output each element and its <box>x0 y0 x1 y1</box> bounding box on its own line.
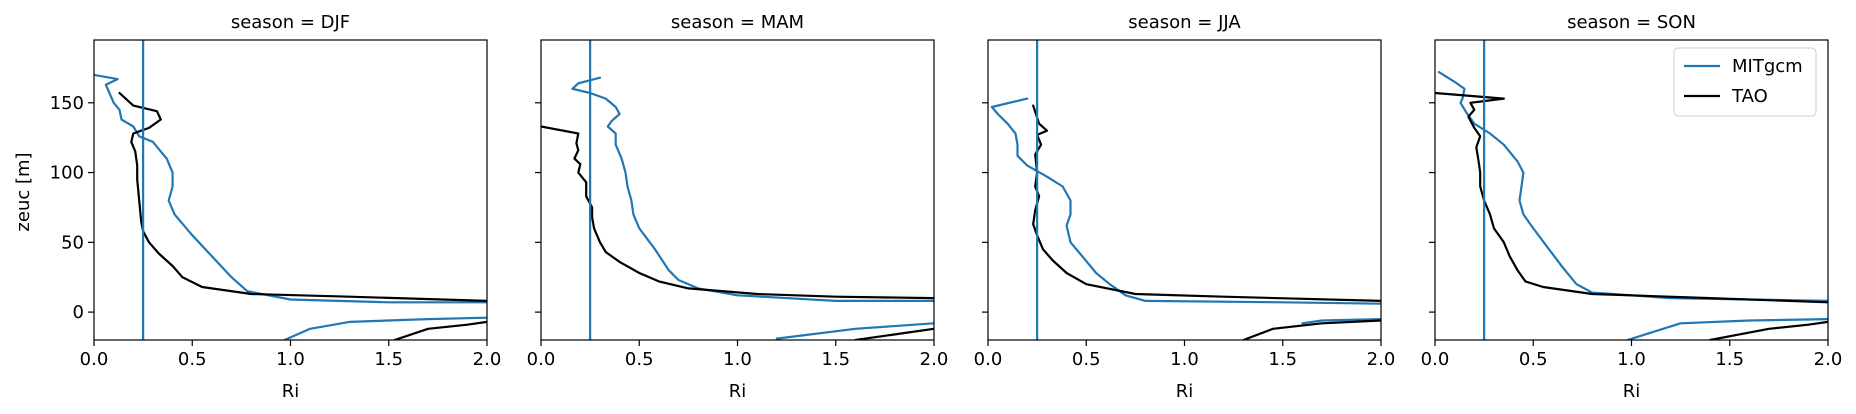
legend-label-tao: TAO <box>1731 86 1768 107</box>
series-line-tao-3 <box>854 327 934 340</box>
x-axis-label: Ri <box>729 381 747 402</box>
series-line-mitgcm-0 <box>94 73 487 304</box>
x-tick-label: 0.5 <box>178 349 207 370</box>
series-line-tao-3 <box>1709 320 1828 340</box>
series-line-tao-3 <box>1242 319 1381 340</box>
series-line-mitgcm-1 <box>1301 318 1381 325</box>
x-tick-label: 2.0 <box>1814 349 1843 370</box>
x-tick-label: 0.5 <box>625 349 654 370</box>
panel-title: season = SON <box>1567 12 1696 33</box>
series-line-mitgcm-0 <box>990 97 1381 305</box>
x-tick-label: 0.0 <box>527 349 556 370</box>
panel-3: season = SON 0.0 0.5 1.0 1.5 2.0 Ri <box>1421 12 1843 402</box>
x-tick-label: 0.0 <box>80 349 109 370</box>
x-tick-label: 1.5 <box>1268 349 1297 370</box>
x-tick-label: 1.0 <box>1170 349 1199 370</box>
x-tick-label: 1.0 <box>1617 349 1646 370</box>
series-line-mitgcm-1 <box>775 322 934 340</box>
plot-area <box>541 40 934 340</box>
legend-label-mitgcm: MITgcm <box>1732 56 1803 77</box>
x-tick-label: 1.5 <box>821 349 850 370</box>
y-tick-label: 0 <box>73 302 84 323</box>
x-tick-label: 0.5 <box>1072 349 1101 370</box>
x-tick-label: 2.0 <box>920 349 949 370</box>
panel-2: season = JJA 0.0 0.5 1.0 1.5 2.0 Ri <box>974 12 1396 402</box>
x-tick-label: 0.0 <box>1421 349 1450 370</box>
series-line-mitgcm-1 <box>1626 318 1828 340</box>
x-tick-label: 1.0 <box>276 349 305 370</box>
plot-area <box>1435 40 1828 340</box>
x-axis-label: Ri <box>1176 381 1194 402</box>
series-line-tao-2 <box>541 125 934 300</box>
series-line-tao-2 <box>118 91 487 302</box>
plot-area <box>990 40 1381 340</box>
series-line-mitgcm-0 <box>571 76 934 302</box>
panel-0: season = DJF 0.0 0.5 1.0 1.5 2.0 Ri 0 50 100 150 <box>50 12 502 402</box>
series-line-mitgcm-0 <box>1437 71 1828 302</box>
x-tick-label: 2.0 <box>1367 349 1396 370</box>
x-tick-label: 1.0 <box>723 349 752 370</box>
panel-title: season = DJF <box>231 12 350 33</box>
panel-title: season = JJA <box>1128 12 1241 33</box>
x-tick-label: 1.5 <box>374 349 403 370</box>
x-tick-label: 1.5 <box>1715 349 1744 370</box>
panel-1: season = MAM 0.0 0.5 1.0 1.5 2.0 Ri <box>527 12 949 402</box>
y-tick-label: 150 <box>50 93 84 114</box>
series-line-tao-3 <box>393 320 487 340</box>
series-line-tao-2 <box>1032 104 1381 302</box>
panel-title: season = MAM <box>671 12 804 33</box>
y-tick-label: 100 <box>50 163 84 184</box>
x-tick-label: 2.0 <box>473 349 502 370</box>
x-tick-label: 0.5 <box>1519 349 1548 370</box>
y-tick-label: 50 <box>61 232 84 253</box>
x-tick-label: 0.0 <box>974 349 1003 370</box>
plot-area <box>94 40 487 340</box>
y-axis-label: zeuc [m] <box>13 152 34 231</box>
legend: MITgcm TAO <box>1673 47 1817 117</box>
series-line-tao-2 <box>1435 91 1828 304</box>
series-line-mitgcm-1 <box>283 316 487 340</box>
x-axis-label: Ri <box>1623 381 1641 402</box>
x-axis-label: Ri <box>282 381 300 402</box>
